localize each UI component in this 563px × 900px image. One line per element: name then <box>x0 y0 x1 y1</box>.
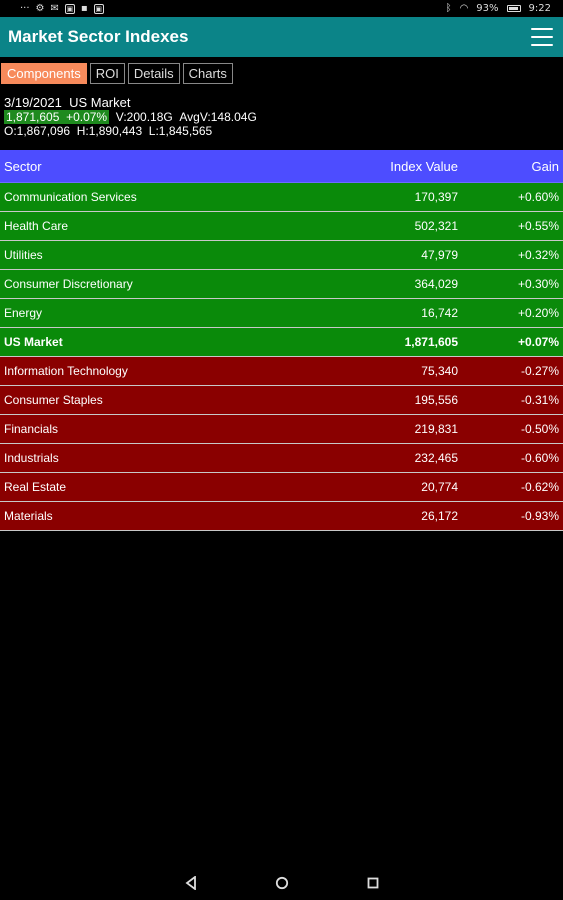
table-row[interactable]: Industrials 232,465 -0.60% <box>0 444 563 473</box>
summary-line-date: 3/19/2021 US Market <box>4 96 257 110</box>
back-icon[interactable] <box>183 875 199 891</box>
dots-icon: ··· <box>20 2 30 14</box>
summary-price-change: 1,871,605 +0.07% <box>4 110 110 124</box>
tab-components[interactable]: Components <box>1 63 87 84</box>
tab-bar: Components ROI Details Charts <box>1 63 233 84</box>
recents-icon[interactable] <box>365 875 381 891</box>
row-gain: -0.27% <box>520 364 559 378</box>
table-header: Sector Index Value Gain <box>0 150 563 183</box>
menu-icon[interactable] <box>531 28 553 46</box>
row-gain: +0.20% <box>517 306 559 320</box>
table-row[interactable]: Information Technology 75,340 -0.27% <box>0 357 563 386</box>
row-sector: Materials <box>4 509 53 523</box>
summary-price: 1,871,605 <box>6 110 60 124</box>
status-bar: ··· ⚙ ✉ ▣ ▪ ▣ ᛒ ◠ 93% 9:22 <box>0 0 563 17</box>
row-sector: US Market <box>4 335 63 349</box>
summary-date: 3/19/2021 <box>4 95 62 110</box>
table-row[interactable]: Consumer Discretionary 364,029 +0.30% <box>0 270 563 299</box>
row-gain: +0.30% <box>517 277 559 291</box>
row-sector: Consumer Staples <box>4 393 103 407</box>
row-gain: -0.50% <box>520 422 559 436</box>
summary-high: H:1,890,443 <box>76 124 143 138</box>
table-row[interactable]: Energy 16,742 +0.20% <box>0 299 563 328</box>
table-row[interactable]: Financials 219,831 -0.50% <box>0 415 563 444</box>
row-sector: Consumer Discretionary <box>4 277 133 291</box>
row-sector: Financials <box>4 422 59 436</box>
header-index-value[interactable]: Index Value <box>390 158 458 174</box>
row-index-value: 1,871,605 <box>404 335 458 349</box>
table-row[interactable]: Health Care 502,321 +0.55% <box>0 212 563 241</box>
row-sector: Energy <box>4 306 43 320</box>
sector-table: Sector Index Value Gain Communication Se… <box>0 150 563 531</box>
row-gain: -0.93% <box>520 509 559 523</box>
summary-line-ohl: O:1,867,096 H:1,890,443 L:1,845,565 <box>4 124 257 138</box>
row-index-value: 219,831 <box>414 422 458 436</box>
clock: 9:22 <box>528 3 551 14</box>
row-gain: -0.60% <box>520 451 559 465</box>
row-index-value: 364,029 <box>414 277 458 291</box>
summary-open: O:1,867,096 <box>4 124 71 138</box>
bluetooth-icon: ᛒ <box>445 2 452 14</box>
summary-avg-volume: AvgV:148.04G <box>179 110 257 124</box>
image-icon: ▣ <box>64 3 75 14</box>
table-row[interactable]: Real Estate 20,774 -0.62% <box>0 473 563 502</box>
summary-change: +0.07% <box>66 110 108 124</box>
system-nav-bar <box>0 866 563 900</box>
row-sector: Utilities <box>4 248 43 262</box>
app-icon: ▪ <box>80 2 88 14</box>
summary-line-price: 1,871,605 +0.07% V:200.18G AvgV:148.04G <box>4 110 257 124</box>
wifi-icon: ◠ <box>459 2 469 14</box>
row-gain: +0.55% <box>517 219 559 233</box>
row-index-value: 170,397 <box>414 190 458 204</box>
app-title: Market Sector Indexes <box>8 27 189 46</box>
row-index-value: 502,321 <box>414 219 458 233</box>
home-icon[interactable] <box>274 875 290 891</box>
row-index-value: 16,742 <box>421 306 458 320</box>
header-gain[interactable]: Gain <box>531 158 559 174</box>
table-row[interactable]: Utilities 47,979 +0.32% <box>0 241 563 270</box>
battery-icon <box>506 5 521 12</box>
status-system-icons: ᛒ ◠ 93% 9:22 <box>446 3 551 14</box>
tab-details[interactable]: Details <box>127 63 180 84</box>
summary-volume: V:200.18G <box>115 110 173 124</box>
row-index-value: 75,340 <box>421 364 458 378</box>
row-sector: Industrials <box>4 451 59 465</box>
row-sector: Information Technology <box>4 364 128 378</box>
row-index-value: 47,979 <box>421 248 458 262</box>
row-gain: +0.60% <box>517 190 559 204</box>
table-row[interactable]: Materials 26,172 -0.93% <box>0 502 563 531</box>
table-row[interactable]: US Market 1,871,605 +0.07% <box>0 328 563 357</box>
image-icon: ▣ <box>93 3 104 14</box>
summary-low: L:1,845,565 <box>148 124 213 138</box>
row-index-value: 232,465 <box>414 451 458 465</box>
mail-icon: ✉ <box>50 2 59 14</box>
row-gain: -0.62% <box>520 480 559 494</box>
gear-icon: ⚙ <box>35 2 45 14</box>
tab-charts[interactable]: Charts <box>182 63 233 84</box>
row-index-value: 26,172 <box>421 509 458 523</box>
market-summary: 3/19/2021 US Market 1,871,605 +0.07% V:2… <box>4 96 257 138</box>
row-sector: Communication Services <box>4 190 137 204</box>
row-gain: +0.32% <box>517 248 559 262</box>
battery-percent: 93% <box>476 3 499 14</box>
status-notification-icons: ··· ⚙ ✉ ▣ ▪ ▣ <box>20 2 104 14</box>
row-index-value: 195,556 <box>414 393 458 407</box>
header-sector[interactable]: Sector <box>4 158 42 174</box>
summary-market: US Market <box>69 95 131 110</box>
tab-roi[interactable]: ROI <box>89 63 125 84</box>
row-gain: -0.31% <box>520 393 559 407</box>
table-row[interactable]: Communication Services 170,397 +0.60% <box>0 183 563 212</box>
table-row[interactable]: Consumer Staples 195,556 -0.31% <box>0 386 563 415</box>
app-bar: Market Sector Indexes <box>0 17 563 57</box>
row-gain: +0.07% <box>517 335 559 349</box>
row-sector: Real Estate <box>4 480 67 494</box>
row-index-value: 20,774 <box>421 480 458 494</box>
row-sector: Health Care <box>4 219 69 233</box>
